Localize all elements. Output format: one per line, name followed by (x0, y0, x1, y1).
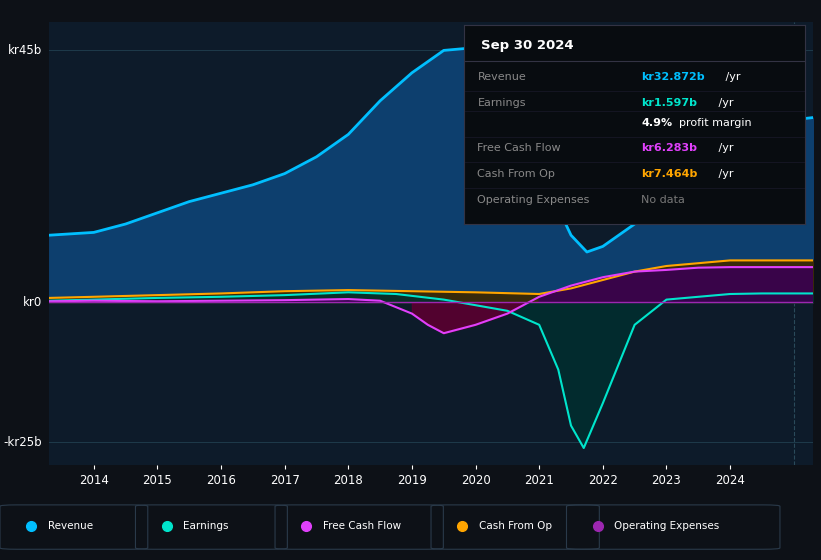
Text: No data: No data (641, 195, 685, 205)
Text: Sep 30 2024: Sep 30 2024 (481, 39, 574, 52)
Text: kr1.597b: kr1.597b (641, 98, 697, 108)
Text: /yr: /yr (714, 169, 733, 179)
Text: Free Cash Flow: Free Cash Flow (478, 143, 561, 153)
Text: kr7.464b: kr7.464b (641, 169, 697, 179)
Text: Cash From Op: Cash From Op (478, 169, 555, 179)
Text: Revenue: Revenue (48, 521, 93, 531)
Text: kr6.283b: kr6.283b (641, 143, 697, 153)
Text: Free Cash Flow: Free Cash Flow (323, 521, 401, 531)
Text: kr32.872b: kr32.872b (641, 72, 704, 82)
Text: /yr: /yr (722, 72, 741, 82)
Text: Cash From Op: Cash From Op (479, 521, 552, 531)
Text: /yr: /yr (714, 98, 733, 108)
Text: kr0: kr0 (23, 296, 43, 309)
Text: 4.9%: 4.9% (641, 118, 672, 128)
Text: Operating Expenses: Operating Expenses (614, 521, 719, 531)
Text: Operating Expenses: Operating Expenses (478, 195, 589, 205)
Text: profit margin: profit margin (678, 118, 751, 128)
Text: Revenue: Revenue (478, 72, 526, 82)
Text: kr45b: kr45b (8, 44, 43, 57)
Text: /yr: /yr (714, 143, 733, 153)
Text: Earnings: Earnings (183, 521, 228, 531)
Text: -kr25b: -kr25b (3, 436, 43, 449)
Text: Earnings: Earnings (478, 98, 526, 108)
